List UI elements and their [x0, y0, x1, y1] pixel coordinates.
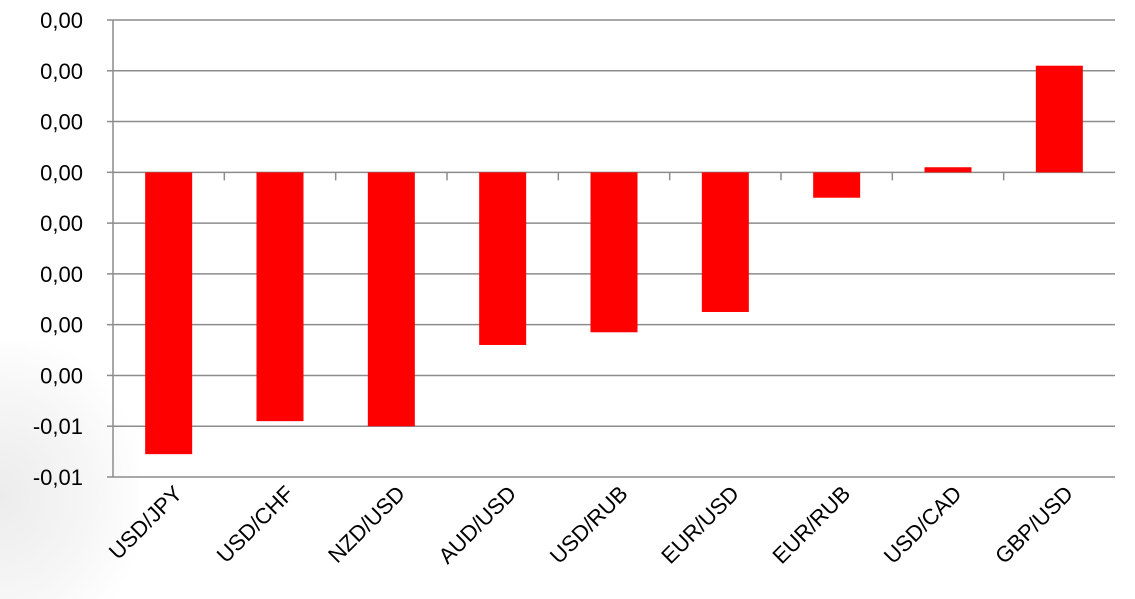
x-tick-label: EUR/USD: [656, 481, 744, 569]
y-tick-label: 0,00: [40, 110, 83, 135]
y-tick-label: 0,00: [40, 59, 83, 84]
x-tick-label: NZD/USD: [323, 481, 410, 568]
y-tick-label: -0,01: [33, 414, 83, 439]
bar: [479, 172, 527, 345]
x-tick-label: USD/RUB: [545, 481, 633, 569]
y-tick-label: 0,00: [40, 211, 83, 236]
y-tick-label: 0,00: [40, 160, 83, 185]
bar: [367, 172, 415, 427]
x-tick-label: USD/CAD: [879, 481, 967, 569]
x-tick-label: USD/CHF: [212, 481, 299, 568]
bar: [1035, 65, 1083, 173]
bar: [256, 172, 304, 422]
x-tick-label: GBP/USD: [990, 481, 1078, 569]
y-tick-label: -0,01: [33, 465, 83, 490]
background-decoration: [0, 340, 140, 599]
y-tick-label: 0,00: [40, 363, 83, 388]
bar: [145, 172, 193, 455]
bar: [701, 172, 749, 312]
bar: [590, 172, 638, 333]
y-tick-label: 0,00: [40, 8, 83, 33]
x-tick-label: USD/JPY: [104, 481, 188, 565]
x-tick-label: EUR/RUB: [768, 481, 856, 569]
x-tick-label: AUD/USD: [434, 481, 522, 569]
bar: [924, 167, 972, 173]
y-tick-label: 0,00: [40, 262, 83, 287]
bar: [813, 172, 861, 198]
y-tick-label: 0,00: [40, 313, 83, 338]
